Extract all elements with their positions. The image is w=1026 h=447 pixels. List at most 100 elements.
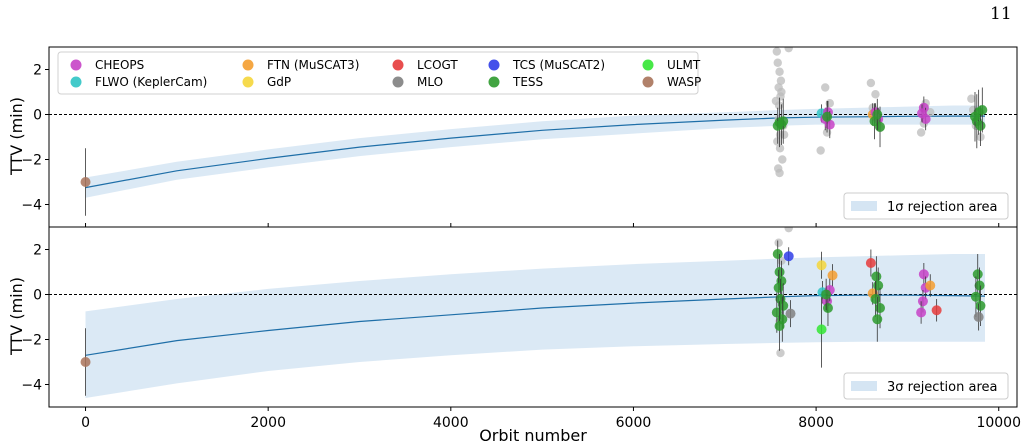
- rejection-legend-label: 3σ rejection area: [887, 380, 997, 395]
- data-point: [785, 308, 796, 319]
- rejection-legend-top: 1σ rejection area: [843, 192, 1009, 220]
- legend-label: WASP: [667, 75, 701, 89]
- rejected-point: [821, 83, 830, 92]
- data-point: [977, 105, 988, 115]
- data-point: [931, 305, 942, 316]
- rejected-point: [775, 144, 785, 153]
- data-point: [772, 249, 783, 259]
- rejected-point: [816, 146, 825, 155]
- y-tick-label: −2: [21, 333, 42, 349]
- rejection-legend-swatch: [851, 201, 877, 211]
- data-point: [822, 303, 833, 313]
- legend-marker: [70, 59, 82, 71]
- data-point: [773, 282, 784, 293]
- data-point: [872, 314, 883, 325]
- x-tick-label: 4000: [433, 415, 469, 431]
- legend-marker: [488, 59, 500, 71]
- x-tick-label: 0: [81, 415, 90, 431]
- data-point: [972, 269, 983, 280]
- data-point: [778, 300, 789, 311]
- rejected-point: [778, 155, 787, 164]
- legend-label: FLWO (KeplerCam): [95, 75, 207, 89]
- rejection-legend-swatch: [851, 381, 877, 391]
- data-point: [973, 312, 984, 322]
- rejection-legend-bottom: 3σ rejection area: [843, 372, 1009, 400]
- data-point: [872, 109, 883, 120]
- legend-label: LCOGT: [417, 58, 458, 72]
- data-point: [969, 111, 980, 122]
- data-point: [974, 280, 985, 291]
- rejected-point: [774, 238, 783, 247]
- x-tick-label: 10000: [976, 415, 1021, 431]
- x-axis: 0 2000 4000 6000 8000 10000: [81, 223, 1021, 431]
- legend-label: ULMT: [667, 58, 701, 72]
- rejection-legend-box: [843, 192, 1009, 220]
- data-point: [970, 291, 981, 302]
- data-point: [875, 121, 886, 132]
- axes-frame-bottom: [48, 226, 1018, 408]
- data-point: [80, 177, 91, 187]
- legend-marker: [642, 59, 654, 71]
- rejection-legend-label: 1σ rejection area: [887, 200, 997, 215]
- rejected-point: [866, 78, 876, 88]
- x-tick-label: 2000: [250, 415, 286, 431]
- rejection-band-top: [85, 105, 985, 198]
- rejected-point: [784, 47, 793, 53]
- legend-label: TESS: [512, 75, 543, 89]
- y-axis-title-top: TTV (min): [7, 97, 26, 176]
- rejected-point: [775, 67, 784, 76]
- data-point: [772, 120, 783, 131]
- data-point: [917, 108, 928, 119]
- y-tick-label: −4: [21, 378, 42, 394]
- legend-label: MLO: [417, 75, 443, 89]
- x-tick-label: 8000: [798, 415, 834, 431]
- data-point: [827, 270, 838, 281]
- y-tick-label: 2: [33, 63, 42, 79]
- rejection-legend-box: [843, 372, 1009, 400]
- x-axis-title: Orbit number: [479, 426, 587, 445]
- instrument-legend: CHEOPS FTN (MuSCAT3) LCOGT TCS (MuSCAT2) ULM…: [57, 51, 701, 95]
- legend-marker: [642, 76, 654, 88]
- y-tick-label: 0: [33, 108, 42, 124]
- rejected-point: [773, 58, 782, 67]
- x-tick-label: 6000: [616, 415, 652, 431]
- plot-area-top: [49, 47, 1017, 216]
- legend-label: FTN (MuSCAT3): [267, 58, 359, 72]
- model-line-top: [85, 115, 985, 189]
- legend-label: GdP: [267, 75, 291, 89]
- rejected-point: [784, 227, 793, 233]
- page-number: 11: [990, 4, 1012, 24]
- data-point: [870, 294, 881, 304]
- y-tick-label: 0: [33, 288, 42, 304]
- data-point: [822, 111, 833, 122]
- legend-marker: [488, 76, 500, 88]
- y-tick-label: −2: [21, 153, 42, 169]
- y-tick-label: 2: [33, 243, 42, 259]
- panel-bottom: 2 0 −2 −4 3σ rejection area: [21, 226, 1018, 408]
- y-axis-title-bottom: TTV (min): [7, 277, 26, 356]
- data-point: [816, 260, 827, 271]
- data-point: [975, 300, 986, 311]
- rejection-band-bottom: [85, 254, 985, 398]
- legend-marker: [392, 59, 404, 71]
- panel-top: 2 0 −2 −4 1σ rejection area CHEOPS FTN (MuSCAT…: [21, 46, 1018, 228]
- rejected-point: [776, 76, 786, 85]
- plot-area-bottom: [49, 227, 1017, 398]
- data-point: [918, 269, 929, 280]
- data-point: [774, 321, 785, 331]
- data-point: [925, 280, 936, 291]
- legend-marker: [242, 59, 254, 71]
- data-point: [875, 303, 886, 313]
- rejected-point: [772, 47, 782, 56]
- rejected-point: [871, 90, 880, 99]
- rejected-point: [774, 83, 783, 92]
- legend-marker: [242, 76, 254, 88]
- data-point: [821, 289, 832, 300]
- data-point: [917, 296, 928, 307]
- y-tick-label: −4: [21, 198, 42, 214]
- rejected-point: [775, 168, 784, 178]
- data-point: [774, 267, 785, 277]
- legend-marker: [392, 76, 404, 88]
- rejected-point: [776, 348, 785, 358]
